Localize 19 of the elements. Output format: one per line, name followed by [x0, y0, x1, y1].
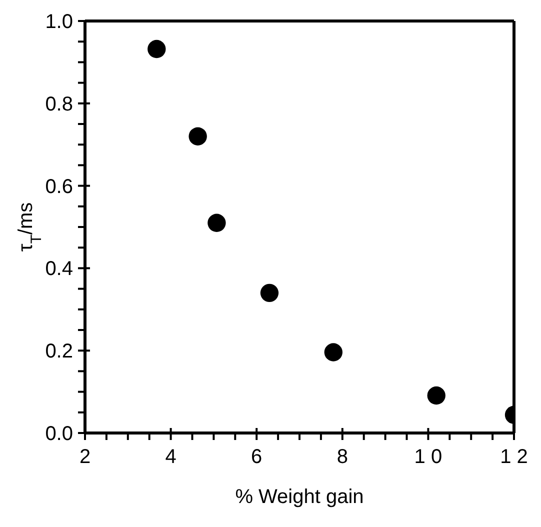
point: [427, 386, 446, 405]
y-tick-label: 0.8: [45, 93, 73, 116]
point: [260, 284, 279, 302]
x-tick-label: 1 2: [500, 446, 528, 468]
y-tick-label: 0.2: [45, 340, 73, 363]
y-tick-label: 0.0: [45, 423, 73, 445]
point: [324, 343, 342, 362]
point: [208, 214, 226, 232]
point: [188, 127, 207, 146]
x-tick-label: 1 0: [414, 446, 442, 468]
x-axis-title: % Weight gain: [235, 486, 364, 508]
point: [148, 40, 166, 58]
x-tick-label: 2: [79, 446, 91, 468]
y-tick-label: 1.0: [45, 11, 73, 33]
x-tick-label: 6: [251, 446, 262, 468]
x-tick-label: 4: [165, 446, 176, 468]
y-tick-label: 0.6: [45, 176, 73, 198]
y-tick-label: 0.4: [45, 258, 73, 280]
x-tick-label: 8: [336, 446, 348, 468]
